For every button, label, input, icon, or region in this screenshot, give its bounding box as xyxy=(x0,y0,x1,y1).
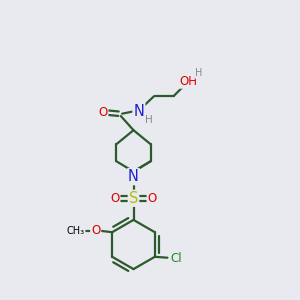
Text: O: O xyxy=(91,224,100,237)
Text: O: O xyxy=(110,192,119,205)
Text: N: N xyxy=(128,169,139,184)
Text: O: O xyxy=(148,192,157,205)
Text: N: N xyxy=(134,104,144,119)
Text: O: O xyxy=(98,106,107,119)
Text: H: H xyxy=(145,115,152,125)
Text: OH: OH xyxy=(179,75,197,88)
Text: H: H xyxy=(195,68,203,78)
Text: Cl: Cl xyxy=(171,252,182,265)
Text: CH₃: CH₃ xyxy=(67,226,85,236)
Text: S: S xyxy=(129,191,138,206)
